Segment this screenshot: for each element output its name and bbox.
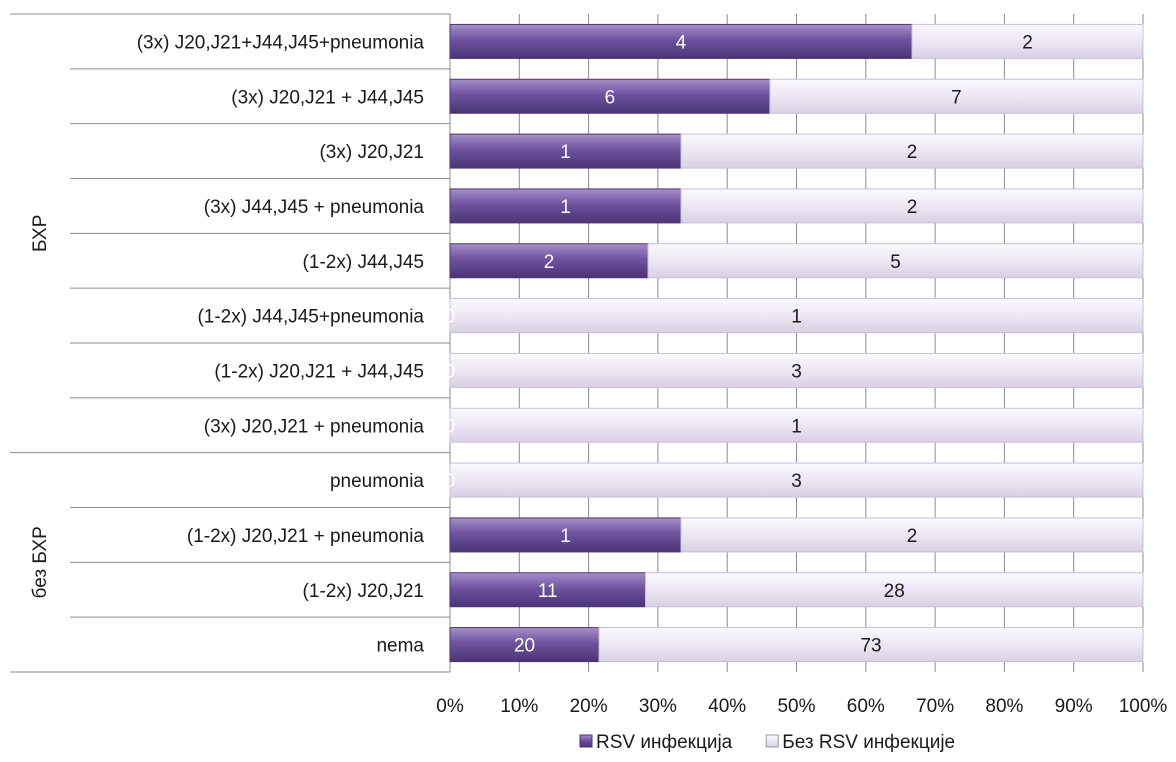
data-label-no-rsv: 1: [791, 307, 802, 328]
category-label: pneumonia: [330, 471, 424, 492]
category-axis-frame: [10, 13, 451, 673]
data-label-no-rsv: 3: [791, 361, 802, 382]
bar-no-rsv-infection: [769, 78, 1144, 114]
data-labels: 4 2 6 7 1 2 1 2 2 5 0 1 0 3 0 1 0 3 1 2 11 28 20 73: [445, 32, 1033, 656]
legend-swatch-rsv: [579, 734, 593, 748]
bar-rsv-infection: [449, 243, 649, 279]
category-label: (1-2x) J20,J21: [303, 581, 424, 602]
data-label-rsv: 1: [560, 142, 571, 163]
data-label-rsv: 0: [445, 307, 456, 328]
bar-rsv-infection: [449, 23, 913, 59]
category-label: (1-2x) J44,J45: [303, 252, 424, 273]
data-label-no-rsv: 5: [890, 252, 901, 273]
data-label-rsv: 1: [560, 526, 571, 547]
data-label-rsv: 0: [445, 471, 456, 492]
bar-no-rsv-infection: [911, 23, 1144, 59]
data-label-rsv: 6: [605, 87, 616, 108]
bar-no-rsv-infection: [449, 298, 1144, 334]
data-label-no-rsv: 3: [791, 471, 802, 492]
x-tick-label: 70%: [916, 696, 954, 717]
bar-no-rsv-infection: [449, 407, 1144, 443]
x-tick-label: 50%: [777, 696, 815, 717]
bar-no-rsv-infection: [644, 572, 1144, 608]
category-label: nema: [376, 636, 424, 657]
data-label-no-rsv: 2: [907, 526, 918, 547]
category-label: (3x) J20,J21+J44,J45+pneumonia: [137, 32, 425, 53]
data-label-no-rsv: 7: [951, 87, 962, 108]
x-tick-label: 0%: [436, 696, 464, 717]
data-label-rsv: 0: [445, 361, 456, 382]
data-label-rsv: 1: [560, 197, 571, 218]
bar-rsv-infection: [449, 627, 600, 663]
x-tick-label: 60%: [847, 696, 885, 717]
category-labels: БХР без БХР (3x) J20,J21+J44,J45+pneumonia…: [30, 32, 424, 656]
group-label: без БХР: [30, 526, 51, 598]
x-tick-label: 30%: [639, 696, 677, 717]
bar-rsv-infection: [449, 517, 682, 553]
category-label: (3x) J20,J21 + J44,J45: [231, 87, 424, 108]
x-tick-label: 90%: [1055, 696, 1093, 717]
bar-no-rsv-infection: [680, 188, 1144, 224]
data-label-rsv: 11: [538, 581, 558, 602]
bar-rsv-infection: [449, 188, 682, 224]
data-label-no-rsv: 2: [1022, 32, 1033, 53]
bar-no-rsv-infection: [680, 133, 1144, 169]
x-tick-label: 80%: [985, 696, 1023, 717]
bar-no-rsv-infection: [449, 462, 1144, 498]
category-label: (1-2x) J20,J21 + pneumonia: [187, 526, 425, 547]
gridlines: [449, 14, 1144, 672]
bar-no-rsv-infection: [647, 243, 1144, 279]
data-label-rsv: 0: [445, 416, 456, 437]
data-label-no-rsv: 2: [907, 142, 918, 163]
legend-label-no-rsv: Без RSV инфекције: [782, 732, 955, 753]
legend-swatch-no-rsv: [765, 734, 779, 748]
bar-rsv-infection: [449, 572, 646, 608]
category-label: (3x) J44,J45 + pneumonia: [204, 197, 425, 218]
bar-no-rsv-infection: [449, 352, 1144, 388]
x-tick-label: 40%: [708, 696, 746, 717]
data-label-no-rsv: 2: [907, 197, 918, 218]
category-label: (3x) J20,J21 + pneumonia: [204, 416, 425, 437]
data-label-no-rsv: 1: [791, 416, 802, 437]
data-label-rsv: 2: [544, 252, 555, 273]
legend: RSV инфекција Без RSV инфекције: [579, 732, 955, 753]
x-tick-label: 100%: [1119, 696, 1168, 717]
category-label: (1-2x) J44,J45+pneumonia: [197, 307, 424, 328]
data-label-no-rsv: 28: [884, 581, 905, 602]
data-label-rsv: 4: [676, 32, 687, 53]
x-tick-label: 20%: [570, 696, 608, 717]
category-label: (3x) J20,J21: [319, 142, 424, 163]
group-label: БХР: [30, 215, 51, 252]
bar-rsv-infection: [449, 78, 771, 114]
data-label-rsv: 20: [514, 636, 535, 657]
category-label: (1-2x) J20,J21 + J44,J45: [214, 361, 424, 382]
bars: [449, 23, 1144, 663]
data-label-no-rsv: 73: [860, 636, 881, 657]
legend-label-rsv: RSV инфекција: [596, 732, 733, 753]
x-axis-ticks: 0% 10% 20% 30% 40% 50% 60% 70% 80% 90% 100%: [436, 696, 1167, 717]
x-tick-label: 10%: [500, 696, 538, 717]
bar-no-rsv-infection: [598, 627, 1144, 663]
bar-no-rsv-infection: [680, 517, 1144, 553]
